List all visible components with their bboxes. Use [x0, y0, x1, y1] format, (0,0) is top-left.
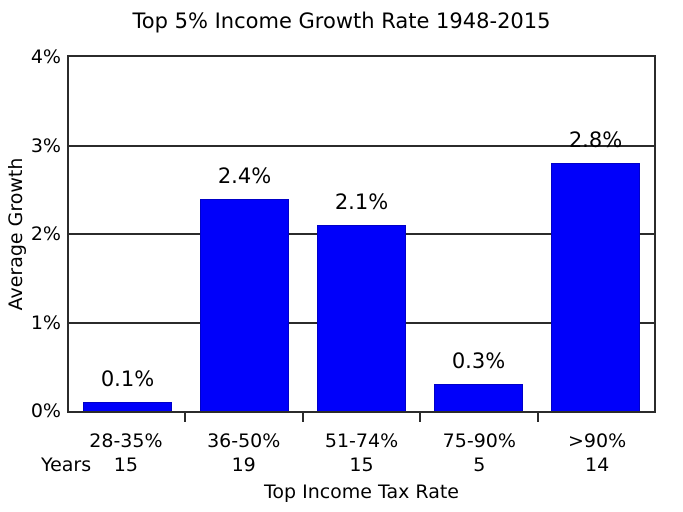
bar — [317, 225, 406, 411]
bar — [551, 163, 640, 411]
years-row-label: Years — [41, 454, 92, 476]
bar — [434, 384, 523, 411]
years-value: 15 — [349, 454, 374, 476]
bar-value-label: 2.8% — [568, 128, 623, 153]
x-category-label: 75-90% — [442, 430, 516, 452]
years-value: 15 — [113, 454, 138, 476]
bar — [200, 198, 289, 411]
x-tick — [537, 413, 540, 422]
x-category-label: 28-35% — [89, 430, 163, 452]
bar-value-label: 2.4% — [217, 163, 272, 188]
years-value: 5 — [473, 454, 486, 476]
bar-value-label: 2.1% — [334, 190, 389, 215]
x-tick — [301, 413, 304, 422]
bar-value-label: 0.1% — [100, 367, 155, 392]
bar-value-label: 0.3% — [451, 349, 506, 374]
y-tick-label: 0% — [30, 400, 61, 422]
years-value: 19 — [231, 454, 256, 476]
y-tick-label: 1% — [30, 311, 61, 334]
chart-title: Top 5% Income Growth Rate 1948-2015 — [132, 9, 551, 33]
y-tick-label: 3% — [30, 134, 61, 157]
y-tick-label: 2% — [30, 223, 61, 245]
plot-area: 0.1% 2.4% 2.1% 0.3% 2.8% — [67, 55, 656, 413]
x-category-label: 36-50% — [207, 430, 281, 452]
gridline — [69, 144, 654, 147]
x-tick — [419, 413, 422, 422]
x-category-label: >90% — [568, 430, 627, 452]
years-value: 14 — [584, 454, 610, 476]
x-axis-label: Top Income Tax Rate — [263, 481, 459, 503]
bar — [83, 402, 172, 411]
x-tick — [183, 413, 186, 422]
y-tick-label: 4% — [30, 46, 61, 68]
x-category-label: 51-74% — [324, 430, 399, 452]
